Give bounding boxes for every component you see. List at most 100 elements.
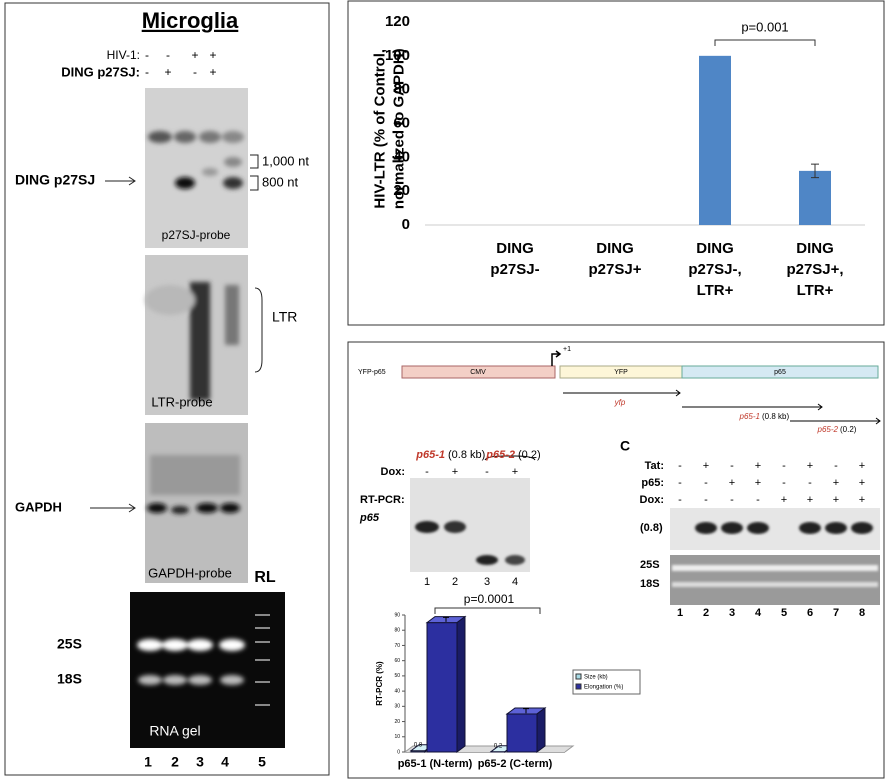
y-tick-label: 10 bbox=[394, 734, 400, 740]
label: - bbox=[730, 494, 734, 506]
label: - bbox=[756, 494, 760, 506]
bar bbox=[699, 55, 731, 226]
y-tick-label: 90 bbox=[394, 612, 400, 618]
label: LTR-probe bbox=[151, 394, 212, 409]
label: RNA gel bbox=[149, 723, 200, 739]
y-tick-label: 120 bbox=[385, 13, 410, 30]
label: 800 nt bbox=[262, 174, 299, 189]
label: - bbox=[678, 477, 682, 489]
legend-label: Size (kb) bbox=[584, 675, 608, 681]
label: + bbox=[703, 460, 709, 472]
y-tick-label: 0 bbox=[397, 749, 400, 755]
legend-label: Elongation (%) bbox=[584, 685, 623, 691]
label: (0.8 kb) bbox=[448, 449, 485, 461]
label: p27SJ-probe bbox=[162, 228, 231, 242]
label: p65 bbox=[359, 512, 380, 524]
label: - bbox=[834, 460, 838, 472]
label: (0.2) bbox=[518, 449, 541, 461]
label: (0.8 kb) bbox=[762, 412, 789, 421]
data-label: 0.8 bbox=[414, 742, 423, 748]
bar bbox=[799, 170, 831, 225]
label: 5 bbox=[258, 754, 266, 770]
label: - bbox=[704, 477, 708, 489]
label: 1 bbox=[424, 576, 430, 588]
label: C bbox=[620, 438, 630, 454]
x-tick-label: p65-1 (N-term) bbox=[398, 758, 473, 770]
blot bbox=[145, 88, 248, 248]
bar-side bbox=[456, 615, 466, 753]
annotation-lines bbox=[90, 154, 263, 513]
gel-b bbox=[410, 455, 536, 572]
label: 7 bbox=[833, 607, 839, 619]
legend-box bbox=[572, 669, 641, 695]
title: Microglia bbox=[142, 8, 239, 33]
y-tick-label: 0 bbox=[402, 216, 410, 233]
label: 25S bbox=[640, 559, 660, 571]
label: YFP-p65 bbox=[358, 369, 386, 376]
legend-swatch bbox=[575, 683, 582, 690]
label: 2 bbox=[452, 576, 458, 588]
y-tick-label: 70 bbox=[394, 643, 400, 649]
label: 2 bbox=[171, 754, 179, 770]
label: - bbox=[782, 477, 786, 489]
label: + bbox=[191, 48, 198, 62]
y-tick-label: 20 bbox=[393, 182, 410, 199]
y-tick-label: 30 bbox=[394, 704, 400, 710]
y-tick-label: 60 bbox=[394, 658, 400, 664]
label: + bbox=[859, 494, 865, 506]
y-axis-label: HIV-LTR (% of Control, normalized to GAP… bbox=[371, 48, 407, 210]
label: 4 bbox=[755, 607, 762, 619]
data-label: 0.2 bbox=[494, 743, 503, 749]
label: (0.2) bbox=[840, 425, 857, 434]
blot bbox=[145, 255, 248, 415]
label: + bbox=[512, 466, 518, 478]
label: 8 bbox=[859, 607, 865, 619]
y-tick-label: 40 bbox=[393, 148, 410, 165]
label: + bbox=[164, 65, 171, 79]
rna-gel bbox=[130, 592, 285, 748]
label: + bbox=[859, 460, 865, 472]
label: 2 bbox=[703, 607, 709, 619]
label: 6 bbox=[807, 607, 813, 619]
annotation: p=0.0001 bbox=[464, 592, 515, 606]
label: + bbox=[209, 48, 216, 62]
label: RL bbox=[254, 569, 276, 586]
label: 4 bbox=[512, 576, 518, 588]
y-tick-label: 50 bbox=[394, 673, 400, 679]
label: - bbox=[782, 460, 786, 472]
label: 18S bbox=[57, 671, 82, 687]
gel-c bbox=[670, 508, 880, 605]
label: 5 bbox=[781, 607, 787, 619]
panel-border bbox=[4, 2, 330, 776]
y-tick-label: 80 bbox=[393, 81, 410, 98]
panel-border bbox=[347, 0, 885, 326]
label: CMV bbox=[470, 369, 486, 376]
label: - bbox=[145, 65, 149, 79]
label: 3 bbox=[729, 607, 735, 619]
x-tick-label: DING p27SJ- bbox=[490, 240, 540, 278]
label: + bbox=[807, 460, 813, 472]
construct-map bbox=[401, 350, 881, 425]
label: - bbox=[678, 494, 682, 506]
y-tick-label: 80 bbox=[394, 628, 400, 634]
label: + bbox=[833, 477, 839, 489]
label: p65-2 bbox=[817, 425, 839, 434]
label: 25S bbox=[57, 636, 82, 652]
label: DING p27SJ: bbox=[61, 64, 140, 79]
label: 3 bbox=[484, 576, 490, 588]
label: 3 bbox=[196, 754, 204, 770]
label: RT-PCR: bbox=[360, 494, 405, 506]
label: GAPDH bbox=[15, 499, 62, 514]
label: + bbox=[807, 494, 813, 506]
x-tick-label: DING p27SJ+, LTR+ bbox=[786, 240, 844, 299]
label: - bbox=[193, 65, 197, 79]
label: - bbox=[678, 460, 682, 472]
bar-side bbox=[536, 706, 546, 753]
label: Dox: bbox=[640, 494, 664, 506]
label: - bbox=[425, 466, 429, 478]
label: (0.8) bbox=[640, 522, 663, 534]
label: p65-1 bbox=[739, 412, 760, 421]
y-tick-label: 20 bbox=[394, 719, 400, 725]
